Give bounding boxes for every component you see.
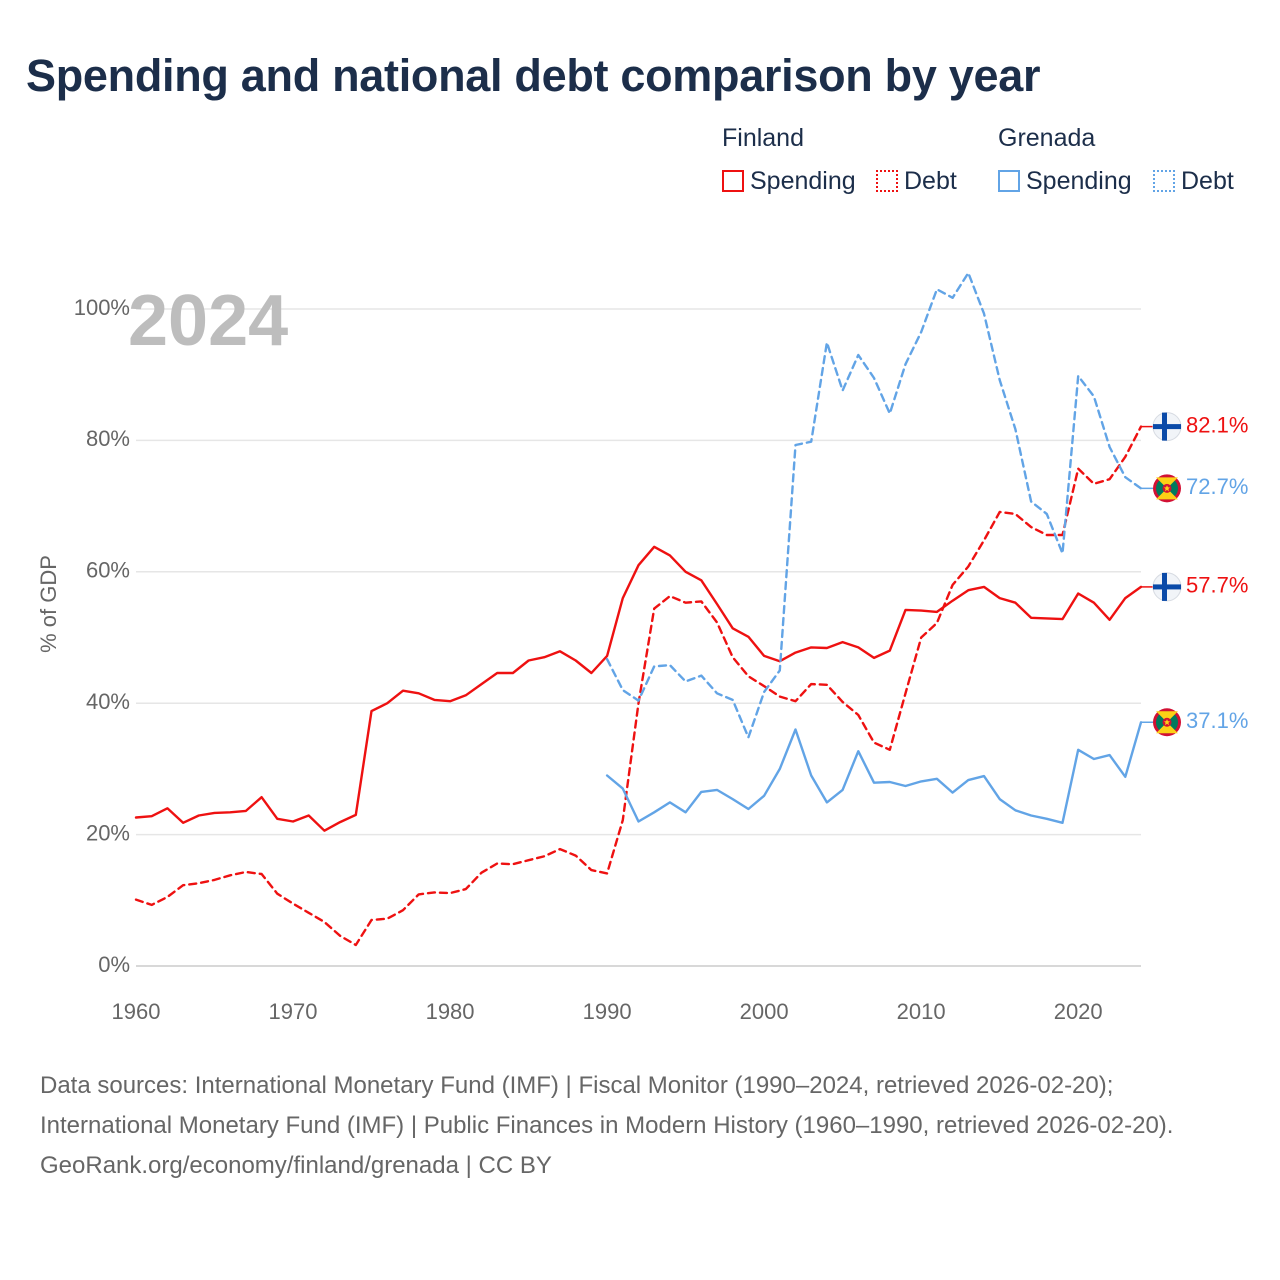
legend-label: Spending	[750, 166, 856, 195]
year-label: 2024	[128, 281, 288, 361]
flag-star	[1164, 485, 1170, 492]
chart-title: Spending and national debt comparison by…	[26, 50, 1041, 101]
legend-swatch-solid-blue	[998, 170, 1020, 192]
footer: Data sources: International Monetary Fun…	[40, 1066, 1240, 1186]
flag-star	[1164, 719, 1170, 726]
y-axis-label: % of GDP	[36, 555, 61, 653]
legend-swatch-dotted-blue	[1153, 170, 1175, 192]
line-chart: 0% 20% 40% 60% 80% 100% 1960 1970 1980 1990 2000 2…	[36, 271, 1248, 1024]
y-tick-label: 100%	[74, 295, 130, 320]
legend-title-grenada: Grenada	[998, 124, 1096, 152]
x-tick-label: 1980	[426, 999, 475, 1024]
y-tick-label: 60%	[86, 558, 130, 583]
data-sources: Data sources: International Monetary Fun…	[40, 1072, 1174, 1139]
legend-grenada-debt[interactable]: Debt	[1153, 166, 1234, 196]
flag-triangle-bottom	[1156, 722, 1178, 734]
legend-label: Debt	[1181, 166, 1234, 195]
x-tick-label: 2010	[897, 999, 946, 1024]
y-tick-label: 0%	[98, 952, 130, 977]
legend-title-finland: Finland	[722, 124, 804, 152]
legend-finland-debt[interactable]: Debt	[876, 166, 957, 196]
flag-triangle-top	[1156, 711, 1178, 723]
end-markers: 57.7% 82.1% 37.1% 72.7%	[1141, 412, 1248, 737]
end-value-label: 82.1%	[1186, 412, 1248, 437]
y-axis-ticks: 0% 20% 40% 60% 80% 100%	[74, 295, 130, 977]
grenada-spending-line[interactable]	[605, 721, 1143, 824]
grenada-debt-line[interactable]	[605, 271, 1143, 739]
x-tick-label: 2020	[1054, 999, 1103, 1024]
series-lines	[134, 271, 1143, 947]
legend-grenada-spending[interactable]: Spending	[998, 166, 1132, 196]
end-value-label: 57.7%	[1186, 573, 1248, 598]
legend-label: Spending	[1026, 166, 1132, 195]
x-tick-label: 1970	[269, 999, 318, 1024]
flag-cross-horizontal	[1153, 424, 1181, 430]
grenada-flag-icon	[1153, 708, 1181, 737]
end-value-label: 37.1%	[1186, 708, 1248, 733]
x-tick-label: 2000	[740, 999, 789, 1024]
x-axis-ticks: 1960 1970 1980 1990 2000 2010 2020	[112, 999, 1103, 1024]
grid-lines	[136, 308, 1141, 967]
legend-swatch-dotted-red	[876, 170, 898, 192]
finland-flag-icon	[1152, 572, 1182, 602]
y-tick-label: 20%	[86, 820, 130, 845]
grenada-flag-icon	[1153, 474, 1181, 503]
end-value-label: 72.7%	[1186, 474, 1248, 499]
finland-spending-line[interactable]	[134, 545, 1143, 832]
x-tick-label: 1960	[112, 999, 161, 1024]
x-tick-label: 1990	[583, 999, 632, 1024]
y-tick-label: 40%	[86, 689, 130, 714]
credit-link[interactable]: GeoRank.org/economy/finland/grenada | CC…	[40, 1152, 552, 1179]
legend-swatch-solid-red	[722, 170, 744, 192]
flag-triangle-bottom	[1156, 488, 1178, 500]
y-tick-label: 80%	[86, 426, 130, 451]
flag-cross-horizontal	[1153, 584, 1181, 590]
flag-triangle-top	[1156, 477, 1178, 489]
finland-debt-line[interactable]	[134, 425, 1143, 947]
legend-finland-spending[interactable]: Spending	[722, 166, 856, 196]
finland-flag-icon	[1152, 412, 1182, 442]
legend-label: Debt	[904, 166, 957, 195]
